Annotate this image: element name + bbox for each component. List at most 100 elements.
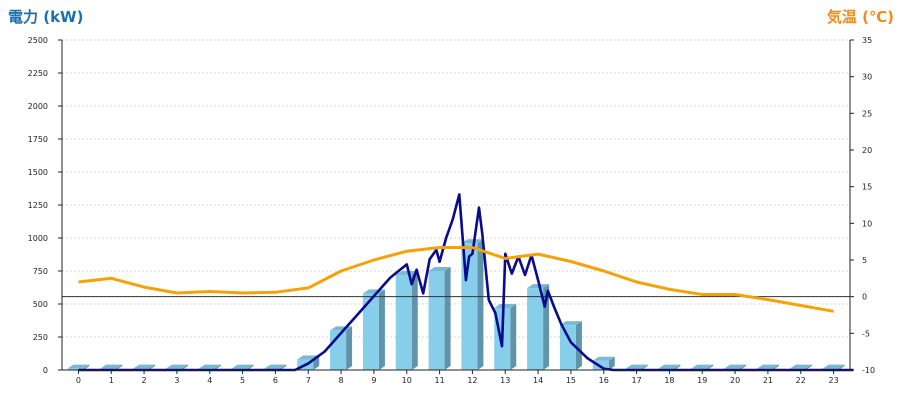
bar-front <box>527 288 544 370</box>
bar-side <box>641 364 648 370</box>
bar-side <box>411 270 418 370</box>
bar-front <box>559 325 576 370</box>
bar-top <box>264 364 287 369</box>
left-tick-label: 2250 <box>28 69 48 78</box>
x-tick-label: 13 <box>500 376 510 385</box>
x-tick-label: 7 <box>306 376 311 385</box>
bar-top <box>231 364 254 369</box>
x-tick-label: 8 <box>339 376 344 385</box>
x-tick-label: 4 <box>207 376 212 385</box>
bar-side <box>805 364 812 370</box>
right-tick-label: 30 <box>862 73 872 82</box>
bar-side <box>444 267 451 370</box>
x-tick-label: 9 <box>371 376 376 385</box>
bar-side <box>346 326 353 370</box>
x-tick-label: 14 <box>533 376 543 385</box>
x-tick-label: 20 <box>730 376 740 385</box>
right-tick-label: 10 <box>862 219 872 228</box>
right-tick-label: 35 <box>862 36 872 45</box>
right-tick-label: -5 <box>862 329 870 338</box>
bar <box>67 364 90 370</box>
bar-top <box>691 364 714 369</box>
x-tick-label: 2 <box>142 376 147 385</box>
bar-side <box>181 364 188 370</box>
left-tick-label: 2000 <box>28 102 48 111</box>
bar-top <box>395 270 418 275</box>
right-tick-label: 20 <box>862 146 872 155</box>
x-tick-label: 15 <box>566 376 576 385</box>
x-tick-label: 21 <box>763 376 773 385</box>
x-tick-label: 1 <box>109 376 114 385</box>
bar-top <box>428 267 451 271</box>
bar-side <box>740 364 747 370</box>
bar-side <box>247 364 254 370</box>
bar-top <box>756 364 779 369</box>
left-tick-label: 750 <box>33 267 48 276</box>
bar-top <box>165 364 188 369</box>
bar-side <box>510 303 517 370</box>
x-tick-label: 5 <box>240 376 245 385</box>
bar-side <box>838 364 845 370</box>
x-tick-label: 18 <box>664 376 674 385</box>
x-tick-label: 10 <box>402 376 412 385</box>
bar-side <box>116 364 123 370</box>
left-tick-label: 250 <box>33 333 48 342</box>
bar-side <box>83 364 90 370</box>
bar-side <box>149 364 156 370</box>
left-tick-label: 1750 <box>28 135 48 144</box>
bar-front <box>67 368 84 370</box>
left-axis-title: 電力 (kW) <box>8 8 83 26</box>
bar <box>395 270 418 370</box>
right-tick-label: 0 <box>862 293 867 302</box>
bar-top <box>658 364 681 369</box>
bar-top <box>592 356 615 361</box>
bar-top <box>789 364 812 369</box>
bar-top <box>198 364 221 369</box>
bar-front <box>362 293 379 370</box>
left-tick-label: 2500 <box>28 36 48 45</box>
line-series <box>62 193 854 372</box>
x-tick-label: 17 <box>631 376 641 385</box>
right-tick-label: 25 <box>862 109 872 118</box>
bar-side <box>280 364 287 370</box>
bar-top <box>527 284 550 289</box>
bar-top <box>67 364 90 369</box>
bar-top <box>100 364 123 369</box>
left-tick-label: 500 <box>33 300 48 309</box>
bar-side <box>772 364 779 370</box>
x-tick-label: 3 <box>174 376 179 385</box>
left-tick-label: 1000 <box>28 234 48 243</box>
bar-top <box>822 364 845 369</box>
power-line <box>78 193 854 372</box>
bar-side <box>707 364 714 370</box>
right-tick-label: -10 <box>862 366 875 375</box>
x-tick-label: 19 <box>697 376 707 385</box>
x-tick-label: 11 <box>434 376 444 385</box>
right-tick-label: 5 <box>862 256 867 265</box>
x-tick-label: 22 <box>796 376 806 385</box>
x-tick-label: 0 <box>76 376 81 385</box>
bar-top <box>133 364 156 369</box>
bar-side <box>477 239 484 370</box>
bar-top <box>461 239 484 244</box>
left-tick-label: 0 <box>43 366 48 375</box>
bar-side <box>608 356 615 370</box>
bar-front <box>428 271 445 370</box>
bar-side <box>214 364 221 370</box>
bar-top <box>559 321 582 326</box>
axes: 02505007501000125015001750200022502500-1… <box>28 36 875 385</box>
bar-top <box>625 364 648 369</box>
bar-side <box>674 364 681 370</box>
bar-side <box>378 289 385 370</box>
bar <box>559 321 582 370</box>
left-tick-label: 1250 <box>28 201 48 210</box>
bar-side <box>575 321 582 370</box>
x-tick-label: 16 <box>599 376 609 385</box>
bar-top <box>724 364 747 369</box>
x-tick-label: 23 <box>828 376 838 385</box>
x-tick-label: 6 <box>273 376 278 385</box>
bar <box>362 289 385 370</box>
bar-top <box>494 303 517 308</box>
